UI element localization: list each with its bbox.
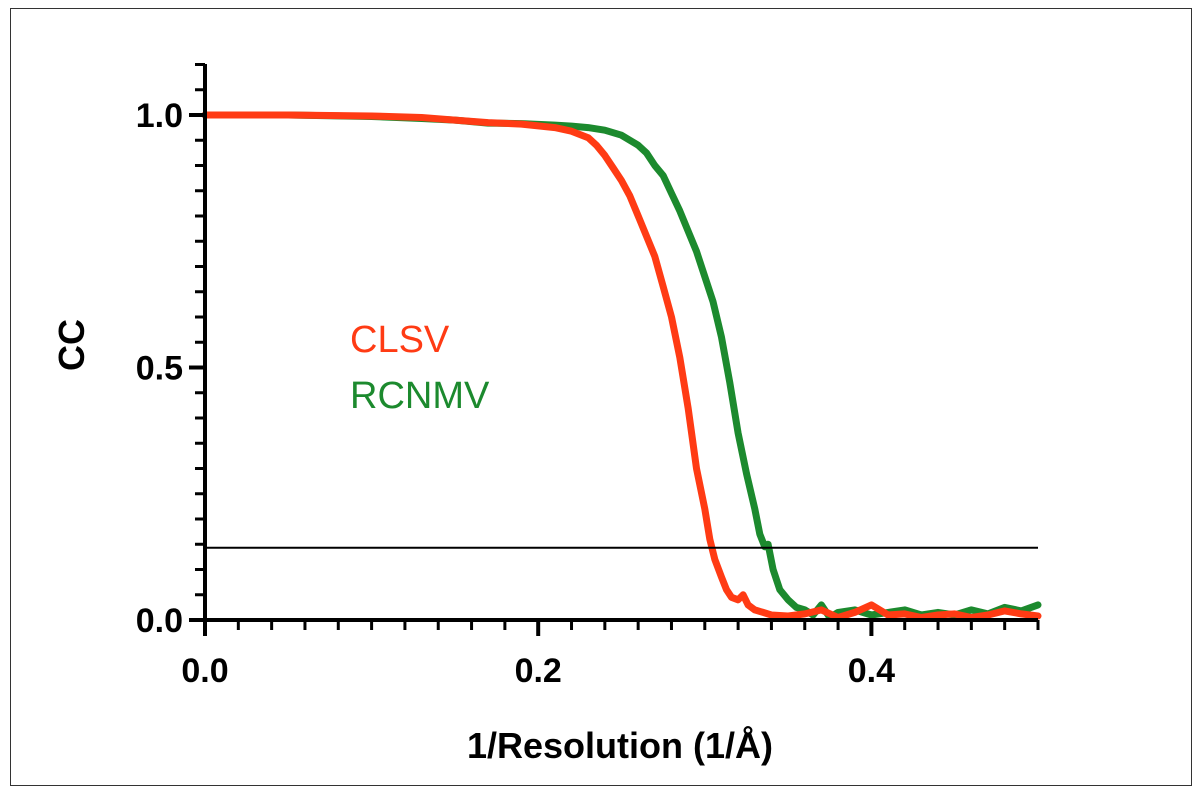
legend-clsv: CLSV <box>350 319 450 361</box>
figure-frame <box>10 8 1192 786</box>
y-tick-label: 0.0 <box>136 602 183 640</box>
series-layer <box>201 111 1042 621</box>
y-axis-title: CC <box>51 319 92 371</box>
y-tick-label: 0.5 <box>136 350 183 388</box>
x-tick-label: 0.0 <box>181 652 228 690</box>
x-tick-label: 0.2 <box>515 652 562 690</box>
series-line-rcnmv <box>201 111 1042 621</box>
y-tick-label: 1.0 <box>136 97 183 135</box>
series-line-clsv <box>201 111 1042 621</box>
x-axis-title: 1/Resolution (1/Å) <box>467 725 773 766</box>
axes-layer <box>189 63 1040 636</box>
x-tick-label: 0.4 <box>848 652 895 690</box>
legend-rcnmv: RCNMV <box>350 375 490 417</box>
labels-layer: 0.0 0.5 1.0 0.0 0.2 0.4 <box>136 97 895 690</box>
